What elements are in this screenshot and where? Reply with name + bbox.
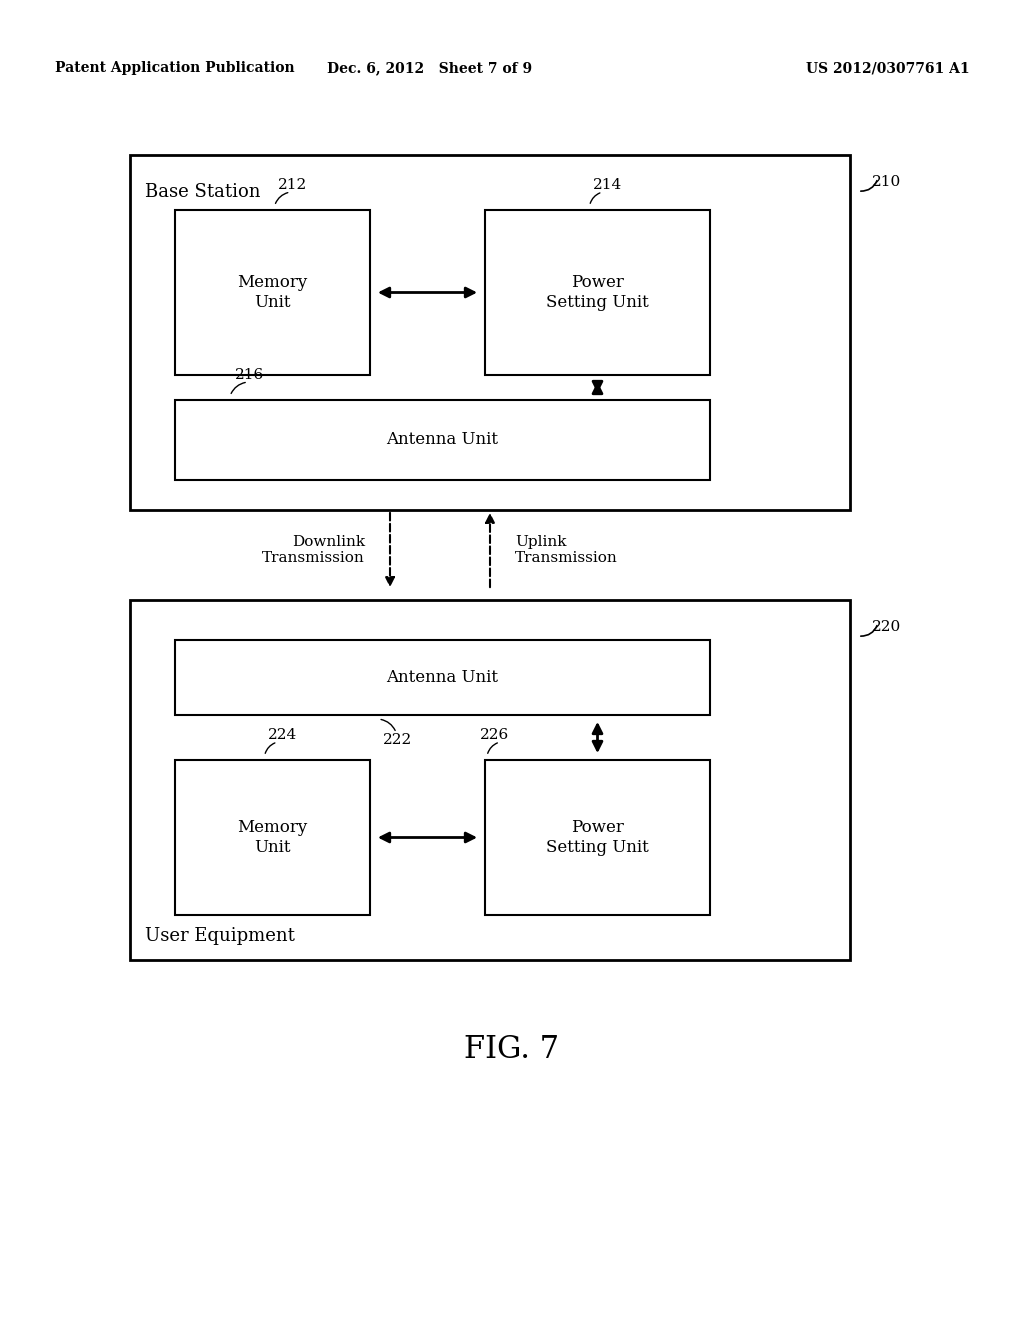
Text: 220: 220 — [872, 620, 901, 634]
Text: Dec. 6, 2012   Sheet 7 of 9: Dec. 6, 2012 Sheet 7 of 9 — [328, 61, 532, 75]
Text: User Equipment: User Equipment — [145, 927, 295, 945]
Text: Base Station: Base Station — [145, 183, 260, 201]
Text: Antenna Unit: Antenna Unit — [386, 669, 499, 686]
Text: 210: 210 — [872, 176, 901, 189]
Text: 226: 226 — [480, 729, 509, 742]
Text: 224: 224 — [267, 729, 297, 742]
Text: 214: 214 — [593, 178, 622, 191]
Text: 216: 216 — [234, 368, 264, 381]
Text: Uplink
Transmission: Uplink Transmission — [515, 535, 617, 565]
Text: FIG. 7: FIG. 7 — [465, 1035, 559, 1065]
Text: Downlink
Transmission: Downlink Transmission — [262, 535, 365, 565]
Text: 222: 222 — [383, 733, 413, 747]
Bar — [175, 640, 710, 715]
Text: Memory
Unit: Memory Unit — [238, 275, 307, 310]
Text: Patent Application Publication: Patent Application Publication — [55, 61, 295, 75]
Text: 212: 212 — [278, 178, 307, 191]
Bar — [175, 400, 710, 480]
Bar — [130, 601, 850, 960]
Bar — [130, 154, 850, 510]
Text: Power
Setting Unit: Power Setting Unit — [546, 275, 649, 310]
Text: Power
Setting Unit: Power Setting Unit — [546, 820, 649, 855]
Text: Memory
Unit: Memory Unit — [238, 820, 307, 855]
Bar — [175, 760, 370, 915]
Text: Antenna Unit: Antenna Unit — [386, 432, 499, 449]
Bar — [485, 760, 710, 915]
Bar — [175, 210, 370, 375]
Bar — [485, 210, 710, 375]
Text: US 2012/0307761 A1: US 2012/0307761 A1 — [806, 61, 970, 75]
